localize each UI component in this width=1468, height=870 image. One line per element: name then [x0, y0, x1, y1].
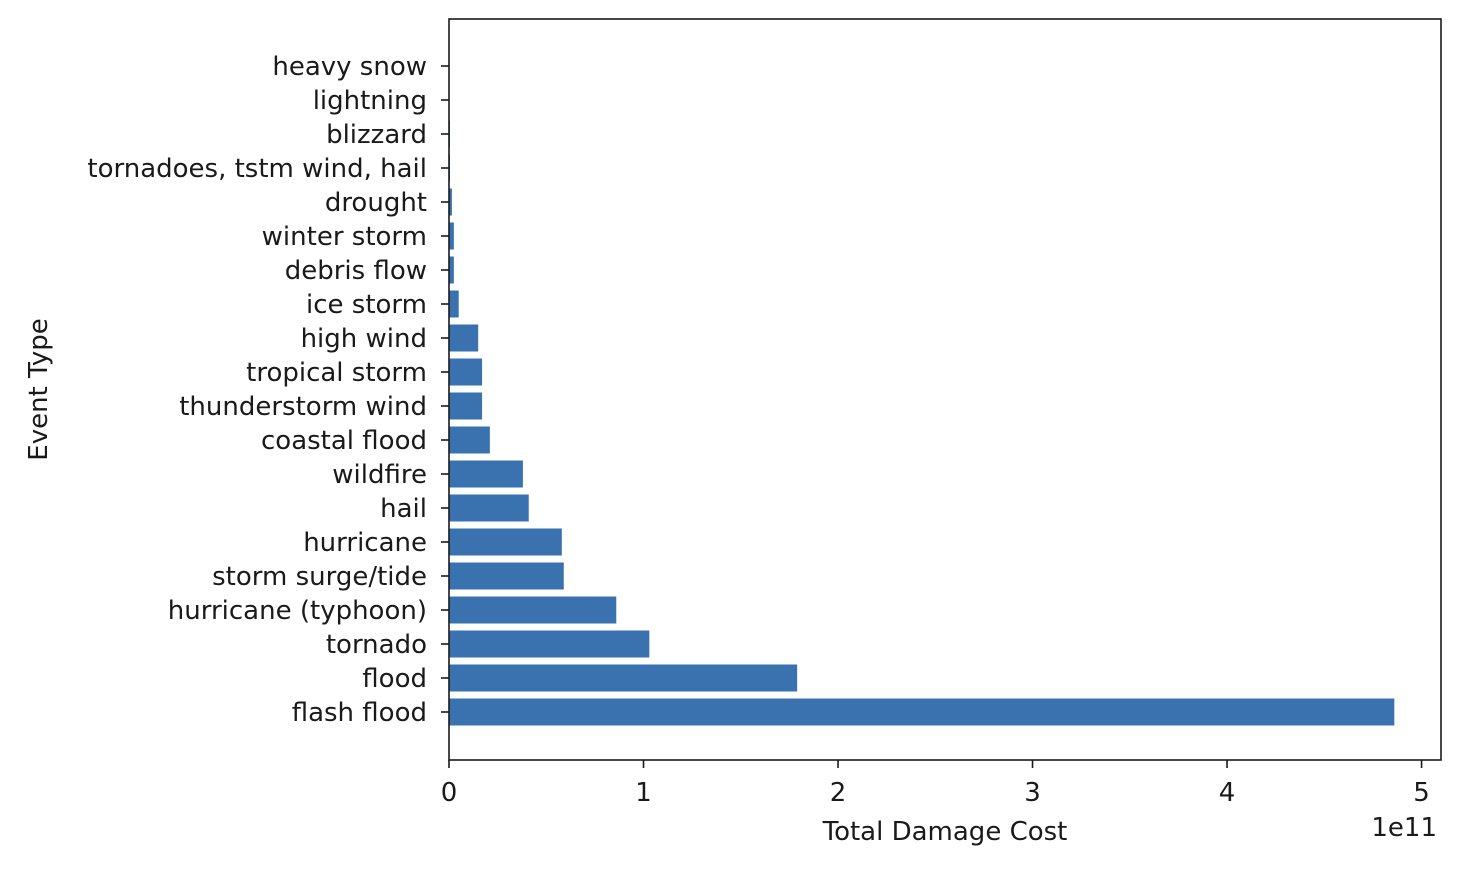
bar-flood	[449, 665, 797, 692]
x-tick-label: 5	[1413, 778, 1430, 808]
y-tick-label: storm surge/tide	[212, 562, 427, 592]
bar-hurricane	[449, 529, 562, 556]
x-tick-label: 0	[441, 778, 458, 808]
bar-hurricane-typhoon	[449, 597, 616, 624]
y-axis-ticks: flash flood flood tornado hurricane (typhoo…	[87, 52, 449, 728]
bar-tropical-storm	[449, 359, 482, 386]
y-tick-label: lightning	[313, 86, 427, 116]
x-tick-label: 3	[1024, 778, 1041, 808]
x-axis-label: Total Damage Cost	[822, 817, 1068, 847]
bar-high-wind	[449, 325, 478, 352]
y-tick-label: ice storm	[306, 290, 427, 320]
bar-ice-storm	[449, 291, 459, 318]
x-axis-ticks: 0 1 2 3 4 5	[441, 760, 1430, 808]
y-tick-label: high wind	[301, 324, 427, 354]
y-axis-label: Event Type	[24, 318, 54, 460]
y-tick-label: tornado	[326, 630, 427, 660]
bar-hail	[449, 495, 529, 522]
y-tick-label: tornadoes, tstm wind, hail	[87, 154, 427, 184]
y-tick-label: drought	[325, 188, 427, 218]
bar-thunderstorm-wind	[449, 393, 482, 420]
y-tick-label: tropical storm	[246, 358, 427, 388]
x-tick-label: 4	[1219, 778, 1236, 808]
x-tick-label: 1	[635, 778, 652, 808]
y-tick-label: hail	[380, 494, 427, 524]
bars-layer	[449, 53, 1394, 726]
y-tick-label: blizzard	[326, 120, 427, 150]
y-tick-label: coastal flood	[261, 426, 427, 456]
y-tick-label: heavy snow	[272, 52, 427, 82]
bar-coastal-flood	[449, 427, 490, 454]
y-tick-label: winter storm	[262, 222, 427, 252]
y-tick-label: wildfire	[332, 460, 427, 490]
bar-storm-surge-tide	[449, 563, 564, 590]
y-tick-label: thunderstorm wind	[179, 392, 427, 422]
y-tick-label: hurricane	[303, 528, 427, 558]
x-tick-label: 2	[830, 778, 847, 808]
bar-tornado	[449, 631, 649, 658]
y-tick-label: flood	[362, 664, 427, 694]
bar-flash-flood	[449, 699, 1394, 726]
y-tick-label: debris flow	[285, 256, 427, 286]
y-tick-label: flash flood	[292, 698, 427, 728]
x-axis-offset-label: 1e11	[1371, 813, 1437, 843]
y-tick-label: hurricane (typhoon)	[168, 596, 427, 626]
bar-wildfire	[449, 461, 523, 488]
